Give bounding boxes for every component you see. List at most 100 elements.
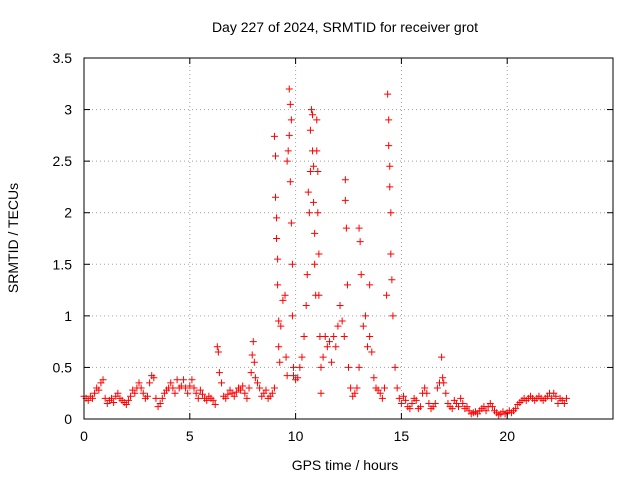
data-point	[482, 407, 490, 415]
data-point	[325, 338, 333, 346]
data-point	[177, 382, 185, 390]
data-point	[433, 384, 441, 392]
data-point	[343, 281, 351, 289]
data-point	[402, 396, 410, 404]
data-point	[243, 394, 251, 402]
data-point	[101, 394, 109, 402]
data-point	[211, 401, 219, 409]
data-point	[431, 400, 439, 408]
data-point	[224, 390, 232, 398]
data-point	[384, 90, 392, 98]
data-point	[241, 389, 249, 397]
data-point	[179, 376, 187, 384]
data-point	[167, 379, 175, 387]
data-point	[341, 176, 349, 184]
data-point	[439, 374, 447, 382]
data-point	[391, 363, 399, 371]
chart-title: Day 227 of 2024, SRMTID for receiver gro…	[212, 19, 478, 35]
data-point	[209, 396, 217, 404]
data-point	[230, 392, 238, 400]
data-point	[425, 400, 433, 408]
data-point	[315, 291, 323, 299]
y-tick-label: 1.5	[53, 256, 73, 272]
data-point	[406, 405, 414, 413]
data-point	[288, 260, 296, 268]
data-point	[287, 219, 295, 227]
data-point	[274, 255, 282, 263]
data-point	[311, 229, 319, 237]
data-point	[271, 152, 279, 160]
data-point	[562, 394, 570, 402]
data-point	[288, 312, 296, 320]
data-point	[84, 396, 92, 404]
data-point	[274, 281, 282, 289]
data-point	[387, 250, 395, 258]
data-point	[273, 235, 281, 242]
data-point	[296, 363, 304, 371]
data-point	[457, 394, 465, 402]
data-point	[215, 369, 223, 377]
data-point	[277, 322, 285, 330]
data-point	[313, 147, 321, 155]
data-point	[276, 358, 284, 366]
data-point	[150, 374, 158, 382]
data-point	[239, 382, 247, 390]
data-point	[88, 394, 96, 402]
data-point	[386, 162, 394, 170]
data-point	[361, 312, 369, 320]
data-point	[247, 369, 255, 377]
data-point	[285, 85, 293, 93]
data-point	[393, 384, 401, 392]
data-point	[488, 403, 496, 411]
data-point	[385, 116, 393, 124]
data-point	[448, 405, 456, 413]
data-point	[279, 296, 287, 304]
data-point	[237, 386, 245, 394]
data-point	[218, 379, 226, 387]
data-point	[131, 389, 139, 397]
data-point	[400, 392, 408, 400]
data-point	[368, 348, 376, 356]
data-point	[554, 400, 562, 408]
plot-frame	[83, 57, 614, 420]
data-point	[552, 392, 560, 400]
data-point	[270, 132, 278, 140]
data-point	[370, 374, 378, 382]
data-point	[321, 332, 329, 340]
data-point	[137, 384, 145, 392]
data-point	[314, 209, 322, 217]
data-point	[250, 358, 258, 366]
data-point	[190, 384, 198, 392]
data-point	[108, 394, 116, 402]
data-point	[303, 271, 311, 279]
data-point	[135, 379, 143, 387]
data-point	[351, 389, 359, 397]
data-point	[342, 224, 350, 232]
y-axis-tick-labels: 0 0.5 1 1.5 2 2.5 3 3.5	[53, 50, 73, 427]
data-point	[397, 400, 405, 408]
data-point	[306, 126, 314, 134]
y-axis-label: SRMTID / TECUs	[5, 183, 21, 293]
data-point	[332, 343, 340, 351]
data-point	[364, 343, 372, 351]
data-point	[281, 291, 289, 299]
data-point	[313, 116, 321, 124]
data-point	[95, 386, 103, 394]
data-point	[285, 131, 293, 139]
data-point	[282, 353, 290, 361]
data-point	[139, 389, 147, 397]
x-axis-tick-labels: 0 5 10 15 20	[80, 428, 515, 444]
data-point	[366, 332, 374, 340]
x-tick-label: 10	[288, 428, 304, 444]
data-point	[306, 167, 314, 175]
data-point	[171, 389, 179, 397]
data-point	[412, 396, 420, 404]
data-point	[203, 396, 211, 404]
data-point	[328, 358, 336, 366]
data-point	[378, 394, 386, 402]
data-point	[347, 384, 355, 392]
data-point	[186, 382, 194, 390]
data-point	[273, 214, 281, 222]
data-point	[416, 403, 424, 411]
x-tick-label: 5	[186, 428, 194, 444]
